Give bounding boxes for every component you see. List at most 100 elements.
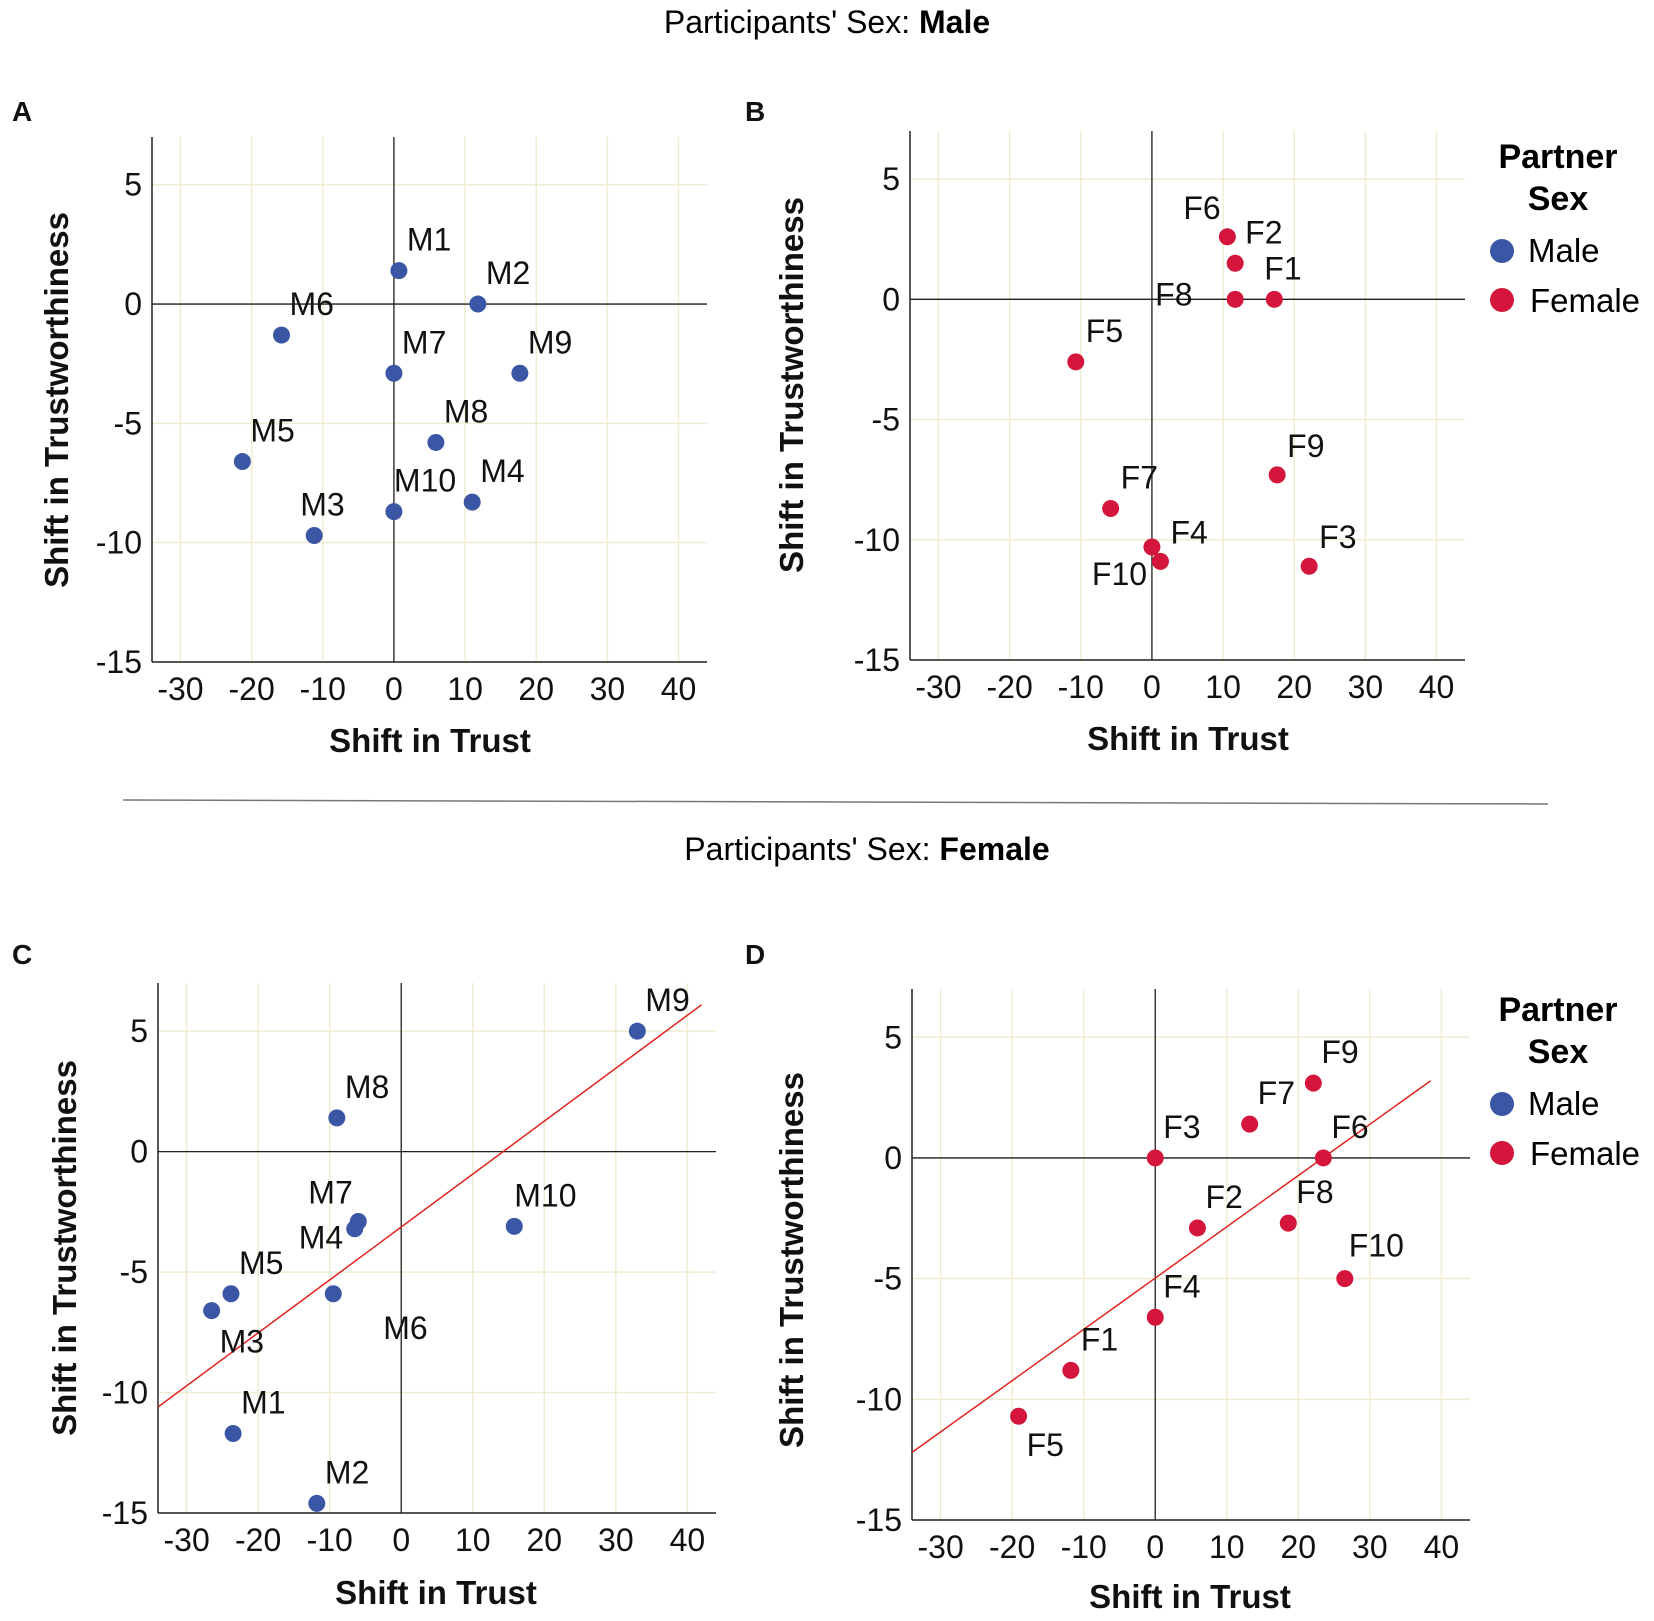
data-point-f4 (1146, 1308, 1164, 1326)
data-point-f5 (1010, 1407, 1028, 1425)
x-axis-title: Shift in Trust (1087, 720, 1289, 757)
data-point-f6 (1314, 1149, 1332, 1167)
data-point-m8 (328, 1109, 346, 1127)
legend-title-line1: Partner (1498, 138, 1617, 176)
scatter-panel-d: -30 -20 -10 0 10 20 30 4050-5-10-15F1F2F3F4F5F6… (745, 939, 1470, 1615)
legend-female-label: Female (1530, 1135, 1640, 1172)
x-tick-label: 30 (1352, 1529, 1388, 1565)
y-tick-label: -5 (114, 405, 142, 441)
y-tick-label: 5 (130, 1013, 148, 1049)
data-point-m2 (308, 1494, 326, 1512)
point-label-f8: F8 (1296, 1174, 1333, 1210)
x-tick-label: 10 (1209, 1529, 1245, 1565)
data-point-m3 (203, 1302, 221, 1320)
x-tick-label: 0 (385, 671, 403, 707)
data-point-m1 (224, 1425, 242, 1442)
panel-label: D (745, 939, 765, 970)
x-tick-label: 0 (1143, 669, 1161, 705)
x-axis-title: Shift in Trust (1089, 1578, 1291, 1615)
section-divider (122, 799, 1549, 805)
x-axis-title: Shift in Trust (335, 1574, 537, 1611)
x-tick-label: 10 (1205, 669, 1241, 705)
point-label-m3: M3 (300, 487, 344, 523)
point-label-f4: F4 (1163, 1268, 1200, 1304)
data-point-f10 (1143, 538, 1161, 556)
x-tick-label: -20 (986, 669, 1032, 705)
x-tick-label: 30 (590, 671, 626, 707)
point-label-m6: M6 (290, 286, 334, 322)
data-point-m3 (305, 527, 323, 545)
scatter-panel-c: -30 -20 -10 0 10 20 30 4050-5-10-15M1M2M3M4M5M6… (12, 939, 716, 1611)
y-tick-label: -15 (102, 1495, 148, 1531)
x-tick-label: -10 (1058, 669, 1104, 705)
x-tick-label: 10 (447, 671, 483, 707)
point-label-f10: F10 (1349, 1228, 1404, 1264)
point-label-m5: M5 (250, 413, 294, 449)
legend-female-marker (1490, 1141, 1514, 1165)
x-tick-label: -10 (1061, 1529, 1107, 1565)
x-tick-label: 20 (518, 671, 554, 707)
legend-male-marker (1490, 1092, 1514, 1116)
y-tick-label: 0 (884, 1140, 902, 1176)
y-tick-label: -10 (96, 525, 142, 561)
x-tick-label: -30 (917, 1529, 963, 1565)
point-label-m4: M4 (480, 453, 524, 489)
x-tick-label: -20 (989, 1529, 1035, 1565)
legend-male-label: Male (1528, 1085, 1600, 1122)
y-tick-label: -15 (96, 644, 142, 680)
point-label-m2: M2 (325, 1454, 369, 1490)
point-label-f4: F4 (1170, 514, 1207, 550)
y-tick-label: -15 (854, 642, 900, 678)
regression-line (157, 1004, 703, 1408)
y-tick-label: 0 (130, 1134, 148, 1170)
y-axis-title: Shift in Trustworthiness (46, 1060, 83, 1436)
data-point-f7 (1102, 500, 1120, 518)
legend-title-line2: Sex (1528, 1033, 1589, 1071)
panel-label: A (12, 96, 32, 127)
data-point-f5 (1067, 353, 1085, 371)
x-tick-label: -30 (157, 671, 203, 707)
data-point-f10 (1336, 1270, 1354, 1288)
data-point-f3 (1146, 1149, 1164, 1167)
point-label-f2: F2 (1245, 214, 1282, 250)
point-label-m4: M4 (299, 1220, 343, 1256)
data-point-m10 (385, 503, 403, 521)
point-label-f3: F3 (1163, 1109, 1200, 1145)
data-point-m7 (349, 1213, 367, 1230)
point-label-f5: F5 (1086, 313, 1123, 349)
point-label-m10: M10 (394, 463, 456, 499)
data-point-m8 (427, 433, 445, 451)
legend-title-line1: Partner (1498, 991, 1617, 1029)
x-tick-label: 40 (670, 1522, 706, 1558)
data-point-m4 (463, 493, 481, 511)
data-point-f1 (1265, 290, 1283, 308)
y-tick-label: 5 (884, 1019, 902, 1055)
x-tick-label: 0 (1146, 1529, 1164, 1565)
data-point-m5 (222, 1285, 240, 1303)
y-tick-label: -15 (856, 1502, 902, 1538)
x-tick-label: -10 (300, 671, 346, 707)
point-label-m3: M3 (220, 1324, 264, 1360)
point-label-m1: M1 (407, 222, 451, 258)
y-tick-label: -5 (874, 1261, 902, 1297)
point-label-f1: F1 (1081, 1321, 1118, 1357)
y-axis-title: Shift in Trustworthiness (773, 1072, 810, 1448)
point-label-f2: F2 (1205, 1179, 1242, 1215)
data-point-m9 (511, 364, 529, 382)
x-tick-label: 0 (392, 1522, 410, 1558)
x-tick-label: -30 (163, 1522, 209, 1558)
x-tick-label: 30 (1348, 669, 1384, 705)
x-tick-label: -20 (228, 671, 274, 707)
data-point-f2 (1188, 1219, 1206, 1237)
y-tick-label: -10 (854, 522, 900, 558)
x-axis-title: Shift in Trust (329, 722, 531, 759)
section-title-male: Participants' Sex: Male (664, 4, 990, 40)
point-label-f5: F5 (1027, 1427, 1064, 1463)
panel-label: C (12, 939, 32, 970)
point-label-m1: M1 (241, 1385, 285, 1421)
x-tick-label: 20 (527, 1522, 563, 1558)
point-label-m9: M9 (645, 982, 689, 1018)
data-point-f2 (1226, 254, 1244, 272)
point-label-f7: F7 (1258, 1075, 1295, 1111)
point-label-f7: F7 (1121, 460, 1158, 496)
